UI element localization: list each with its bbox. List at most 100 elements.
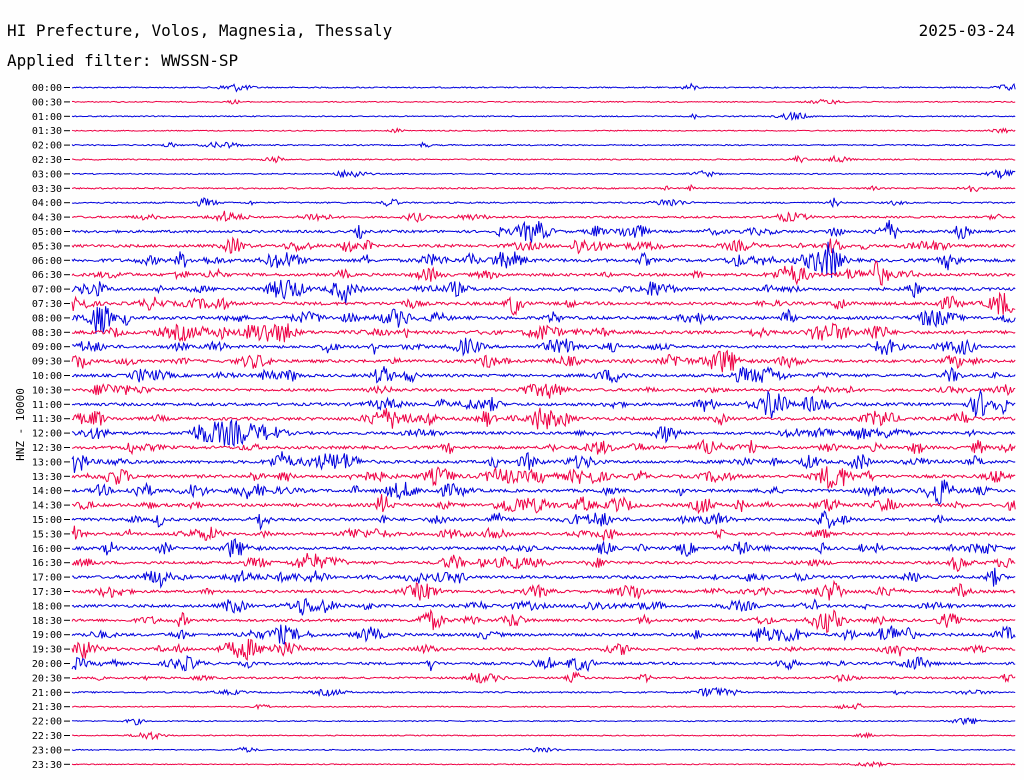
time-tick-label: 06:30 [32,270,62,281]
trace-0500 [71,219,1016,244]
time-tick-label: 03:00 [32,169,62,180]
time-tick-label: 13:30 [32,472,62,483]
trace-1130 [71,407,1016,430]
trace-2130 [71,702,1016,711]
trace-2330 [71,760,1016,768]
time-tick-label: 22:30 [32,731,62,742]
time-tick-label: 16:30 [32,558,62,569]
trace-1100 [71,388,1016,419]
time-tick-label: 22:00 [32,717,62,728]
time-tick-label: 12:30 [32,443,62,454]
trace-2000 [71,654,1016,673]
time-tick-label: 03:30 [32,184,62,195]
time-tick-label: 07:00 [32,285,62,296]
trace-1230 [71,438,1016,456]
trace-1930 [71,638,1016,661]
time-tick-label: 15:00 [32,515,62,526]
time-tick-label: 04:30 [32,213,62,224]
trace-1830 [71,608,1016,634]
time-tick-label: 05:30 [32,241,62,252]
trace-0430 [71,210,1016,223]
time-tick-label: 13:00 [32,457,62,468]
time-tick-label: 00:30 [32,97,62,108]
time-tick-label: 20:30 [32,673,62,684]
filter-label: Applied filter: WWSSN-SP [7,51,239,70]
time-tick-label: 23:00 [32,745,62,756]
trace-1000 [71,365,1016,384]
time-tick-label: 18:00 [32,601,62,612]
time-tick-label: 01:00 [32,112,62,123]
time-tick-label: 05:00 [32,227,62,238]
trace-1400 [71,479,1016,505]
trace-0130 [71,127,1016,134]
trace-2030 [71,671,1016,684]
trace-0300 [71,168,1016,180]
time-tick-label: 21:30 [32,702,62,713]
trace-0100 [71,111,1016,122]
time-tick-label: 01:30 [32,126,62,137]
time-tick-label: 00:00 [32,83,62,94]
time-tick-label: 19:30 [32,645,62,656]
trace-1430 [71,494,1016,515]
time-tick-label: 08:00 [32,313,62,324]
trace-2230 [71,731,1016,741]
trace-2100 [71,686,1016,698]
trace-1800 [71,597,1016,616]
trace-0200 [71,140,1016,150]
trace-0900 [71,337,1016,357]
trace-0230 [71,154,1016,164]
trace-0030 [71,98,1016,105]
station-title: HI Prefecture, Volos, Magnesia, Thessaly [7,21,393,40]
trace-2300 [71,746,1016,753]
time-tick-label: 12:00 [32,429,62,440]
trace-0530 [71,236,1016,255]
time-tick-label: 20:00 [32,659,62,670]
time-tick-label: 16:00 [32,544,62,555]
time-tick-label: 06:00 [32,256,62,267]
trace-1330 [71,466,1016,489]
time-tick-label: 17:00 [32,573,62,584]
trace-0700 [71,279,1016,305]
time-tick-label: 04:00 [32,198,62,209]
trace-0600 [71,241,1016,278]
time-tick-label: 23:30 [32,760,62,771]
time-tick-label: 19:00 [32,630,62,641]
trace-0830 [71,322,1016,343]
trace-0000 [71,82,1016,93]
time-tick-label: 08:30 [32,328,62,339]
trace-1530 [71,525,1016,541]
date-label: 2025-03-24 [918,21,1015,40]
trace-0730 [71,291,1016,316]
time-tick-label: 18:30 [32,616,62,627]
trace-1730 [71,579,1016,601]
time-tick-label: 11:00 [32,400,62,411]
time-tick-label: 14:00 [32,486,62,497]
trace-1600 [71,537,1016,558]
time-tick-label: 10:00 [32,371,62,382]
time-tick-label: 15:30 [32,529,62,540]
time-tick-label: 10:30 [32,385,62,396]
trace-0930 [71,349,1016,373]
time-tick-label: 07:30 [32,299,62,310]
trace-1700 [71,567,1016,589]
time-tick-label: 09:00 [32,342,62,353]
trace-1030 [71,383,1016,399]
time-tick-label: 14:30 [32,501,62,512]
time-tick-label: 02:00 [32,141,62,152]
trace-1500 [71,510,1016,531]
trace-1900 [71,624,1016,645]
trace-0800 [71,306,1016,334]
time-tick-label: 17:30 [32,587,62,598]
time-tick-label: 09:30 [32,357,62,368]
trace-1630 [71,552,1016,573]
time-tick-label: 21:00 [32,688,62,699]
trace-2200 [71,717,1016,726]
time-tick-label: 11:30 [32,414,62,425]
trace-1200 [71,418,1016,448]
trace-0630 [71,260,1016,286]
trace-1300 [71,451,1016,473]
time-tick-label: 02:30 [32,155,62,166]
trace-0330 [71,183,1016,193]
